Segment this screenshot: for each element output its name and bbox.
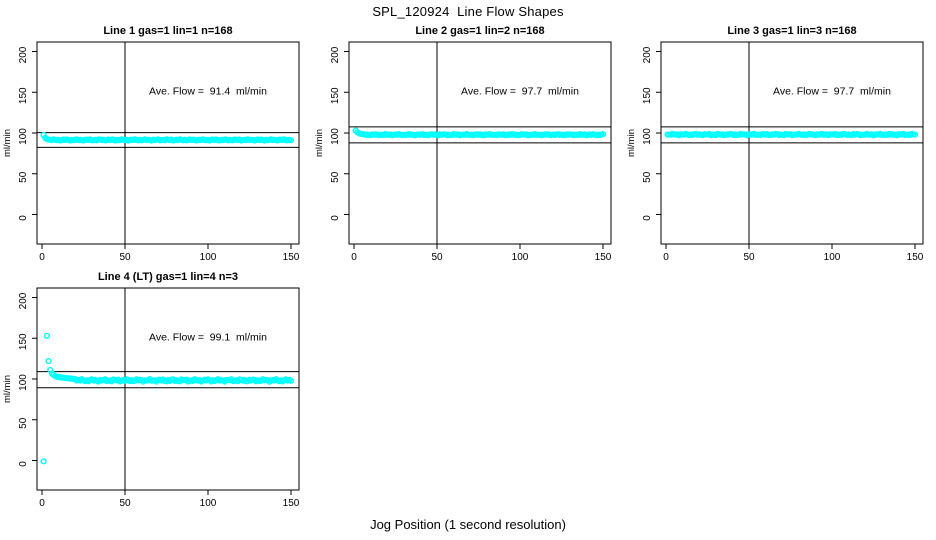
x-tick-label: 100 — [512, 252, 529, 263]
y-tick-label: 150 — [642, 87, 653, 104]
data-point — [599, 130, 607, 138]
x-tick-label: 150 — [595, 252, 612, 263]
ave-flow-annotation: Ave. Flow = 99.1 ml/min — [149, 332, 267, 344]
y-axis-label: ml/min — [314, 129, 325, 157]
y-tick-label: 100 — [18, 128, 29, 145]
x-tick-label: 0 — [39, 252, 45, 263]
figure-title: SPL_120924 Line Flow Shapes — [372, 4, 564, 19]
y-tick-label: 0 — [18, 215, 29, 221]
y-tick-label: 200 — [18, 292, 29, 309]
panel-line-2: Line 2 gas=1 lin=2 n=168 0 50 100 150 0 50 100 1… — [312, 20, 624, 266]
data-point — [287, 377, 295, 384]
ave-flow-annotation: Ave. Flow = 97.7 ml/min — [773, 86, 891, 98]
y-tick-label: 200 — [18, 46, 29, 63]
panel-title: Line 2 gas=1 lin=2 n=168 — [415, 25, 544, 37]
data-point — [40, 458, 47, 465]
data-point — [45, 357, 52, 365]
panel-line-4-plot: Line 4 (LT) gas=1 lin=4 n=3 0 50 100 150 0 50 1… — [2, 271, 300, 509]
y-tick-label: 0 — [330, 215, 341, 221]
panel-line-1-plot: Line 1 gas=1 lin=1 n=168 0 50 100 150 0 50 100 1… — [2, 25, 300, 263]
y-tick-label: 50 — [330, 171, 341, 183]
x-tick-label: 100 — [200, 498, 217, 509]
x-tick-label: 150 — [907, 252, 924, 263]
ave-flow-annotation: Ave. Flow = 97.7 ml/min — [461, 86, 579, 98]
plot-box — [36, 287, 300, 491]
y-tick-label: 100 — [18, 374, 29, 391]
y-axis-label: ml/min — [2, 129, 13, 157]
x-tick-label: 50 — [119, 252, 131, 263]
plot-box — [36, 41, 300, 245]
x-tick-label: 50 — [431, 252, 443, 263]
y-tick-label: 50 — [18, 417, 29, 429]
y-tick-label: 150 — [330, 87, 341, 104]
x-tick-label: 50 — [743, 252, 755, 263]
y-tick-label: 50 — [642, 171, 653, 183]
y-tick-label: 200 — [330, 46, 341, 63]
panel-line-1: Line 1 gas=1 lin=1 n=168 0 50 100 150 0 50 100 1… — [0, 20, 312, 266]
x-tick-label: 50 — [119, 498, 131, 509]
y-tick-label: 150 — [18, 87, 29, 104]
panel-line-3: Line 3 gas=1 lin=3 n=168 0 50 100 150 0 50 100 1… — [624, 20, 936, 266]
y-axis-label: ml/min — [2, 375, 13, 403]
panel-line-4: Line 4 (LT) gas=1 lin=4 n=3 0 50 100 150 0 50 1… — [0, 266, 312, 512]
x-tick-label: 0 — [351, 252, 357, 263]
panel-title: Line 1 gas=1 lin=1 n=168 — [103, 25, 232, 37]
x-tick-label: 150 — [283, 252, 300, 263]
panel-title: Line 4 (LT) gas=1 lin=4 n=3 — [98, 271, 238, 283]
y-tick-label: 100 — [642, 128, 653, 145]
x-tick-label: 100 — [200, 252, 217, 263]
data-point — [43, 332, 51, 339]
y-tick-label: 150 — [18, 333, 29, 350]
y-tick-label: 0 — [18, 461, 29, 467]
y-tick-label: 100 — [330, 128, 341, 145]
x-tick-label: 0 — [663, 252, 669, 263]
panel-line-2-plot: Line 2 gas=1 lin=2 n=168 0 50 100 150 0 50 100 1… — [314, 25, 612, 263]
panel-line-3-plot: Line 3 gas=1 lin=3 n=168 0 50 100 150 0 50 100 1… — [626, 25, 924, 263]
x-axis-label: Jog Position (1 second resolution) — [370, 517, 566, 532]
y-axis-label: ml/min — [626, 129, 637, 157]
data-point — [911, 131, 919, 138]
ave-flow-annotation: Ave. Flow = 91.4 ml/min — [149, 86, 267, 98]
y-tick-label: 0 — [642, 215, 653, 221]
x-tick-label: 100 — [824, 252, 841, 263]
x-tick-label: 150 — [283, 498, 300, 509]
panel-title: Line 3 gas=1 lin=3 n=168 — [727, 25, 856, 37]
x-tick-label: 0 — [39, 498, 45, 509]
data-point — [287, 137, 295, 144]
y-tick-label: 50 — [18, 171, 29, 183]
y-tick-label: 200 — [642, 46, 653, 63]
